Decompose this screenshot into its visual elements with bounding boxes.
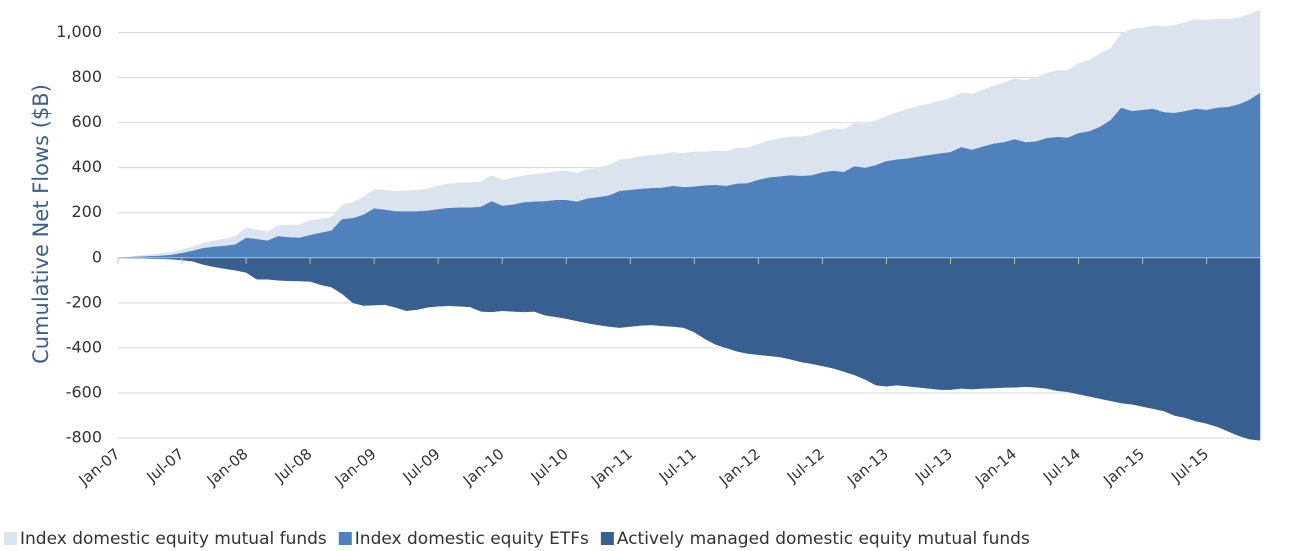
- y-tick-label: -800: [66, 428, 102, 447]
- legend-swatch: [338, 532, 352, 545]
- y-tick-label: 800: [71, 67, 102, 86]
- y-tick-label: -200: [66, 292, 102, 311]
- y-tick-label: 400: [71, 157, 102, 176]
- area: [117, 257, 1261, 441]
- areas: [117, 9, 1261, 441]
- legend-swatch: [4, 532, 17, 545]
- y-tick-label: 1,000: [56, 22, 102, 41]
- x-tick-label: Jan-11: [587, 445, 636, 490]
- y-tick-label: 200: [71, 202, 102, 221]
- legend: Index domestic equity mutual funds Index …: [4, 529, 1030, 549]
- legend-label: Index domestic equity ETFs: [355, 529, 589, 549]
- x-tick-label: Jan-12: [715, 445, 764, 490]
- x-tick-label: Jul-12: [783, 445, 828, 487]
- x-tick-label: Jul-08: [271, 445, 316, 487]
- x-tick-label: Jul-09: [399, 445, 444, 487]
- legend-swatch: [600, 532, 614, 545]
- legend-label: Actively managed domestic equity mutual …: [617, 529, 1030, 549]
- x-tick-label: Jul-10: [527, 445, 572, 487]
- y-tick-label: 600: [71, 112, 102, 131]
- y-tick-label: -600: [66, 382, 102, 401]
- y-tick-label: -400: [66, 337, 102, 356]
- legend-label: Index domestic equity mutual funds: [20, 529, 327, 549]
- x-tick-label: Jan-15: [1099, 445, 1148, 490]
- x-tick-label: Jan-10: [459, 445, 508, 490]
- x-tick-label: Jan-14: [971, 445, 1020, 490]
- x-tick-label: Jan-07: [75, 445, 124, 490]
- x-tick-label: Jul-11: [655, 445, 700, 487]
- y-tick-label: 0: [92, 247, 102, 266]
- x-tick-label: Jul-13: [911, 445, 956, 487]
- y-axis-label: Cumulative Net Flows ($B): [29, 84, 53, 364]
- x-tick-label: Jul-15: [1167, 445, 1212, 487]
- x-tick-label: Jan-13: [843, 445, 892, 490]
- x-tick-label: Jan-09: [331, 445, 380, 490]
- x-tick-label: Jan-08: [203, 445, 252, 490]
- x-tick-label: Jul-07: [143, 445, 188, 487]
- x-tick-label: Jul-14: [1039, 445, 1084, 487]
